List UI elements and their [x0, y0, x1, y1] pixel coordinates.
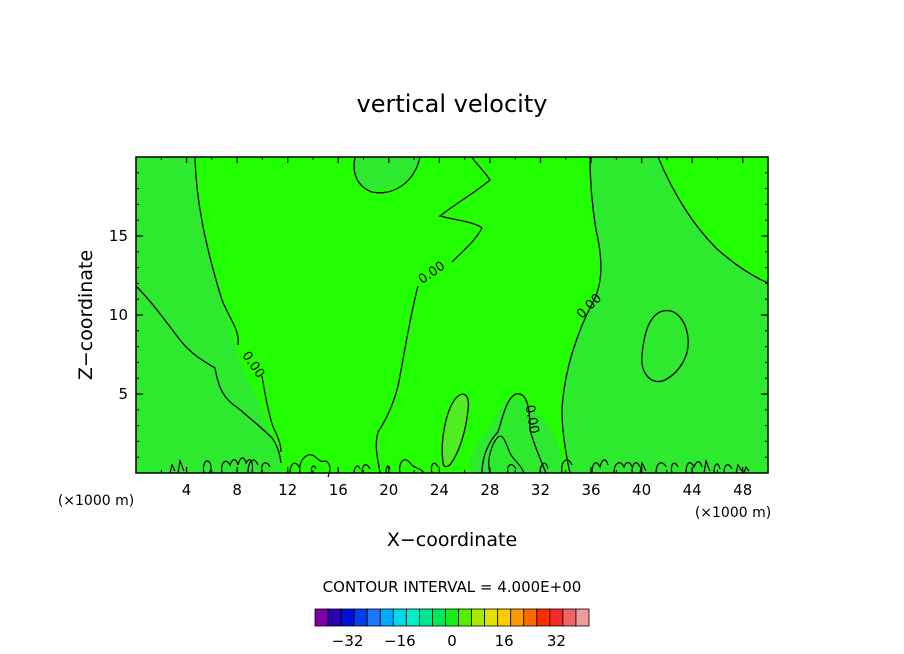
x-tick-label: 20	[379, 481, 398, 499]
negative-region-center	[353, 157, 420, 190]
colorbar-swatch	[484, 608, 499, 627]
x-tick-label: 36	[581, 481, 600, 499]
colorbar-tick-label: −16	[384, 632, 416, 650]
contour-left-edge	[135, 285, 282, 464]
x-tick-label: 40	[632, 481, 651, 499]
colorbar-swatch	[549, 608, 564, 627]
x-tick-label: 8	[232, 481, 242, 499]
colorbar-ticks: −32 −16 0 16 32	[332, 632, 566, 650]
colorbar-swatch	[471, 608, 486, 627]
contour-label-4: 0.00	[522, 404, 542, 435]
negative-region-left	[136, 157, 281, 473]
contour-mid-bottom	[481, 393, 547, 474]
y-tick-label: 10	[109, 306, 128, 324]
colorbar-tick-label: 32	[547, 632, 566, 650]
colorbar-swatch	[366, 608, 381, 627]
y-tick-label: 15	[109, 227, 128, 245]
colorbar-swatch	[379, 608, 394, 627]
contour-center-left	[375, 285, 419, 474]
contour-positive-core	[441, 393, 470, 468]
contour-right-blob	[641, 310, 689, 383]
y-axis-title: Z−coordinate	[75, 250, 97, 380]
contour-center-upper	[438, 156, 491, 263]
colorbar-swatch	[445, 608, 459, 627]
colorbar-swatch	[353, 608, 368, 627]
x-unit-label-right: (×1000 m)	[695, 505, 771, 521]
x-tick-label: 4	[182, 481, 192, 499]
colorbar-swatch	[510, 608, 525, 627]
x-tick-label: 24	[430, 481, 449, 499]
x-tick-label: 48	[733, 481, 752, 499]
x-tick-label: 16	[329, 481, 348, 499]
x-unit-label-left: (×1000 m)	[58, 493, 134, 509]
negative-region-blob	[641, 310, 689, 382]
colorbar-tick-label: 16	[495, 632, 514, 650]
colorbar-swatch	[562, 608, 577, 627]
negative-region-between	[470, 398, 566, 473]
x-tick-label: 28	[480, 481, 499, 499]
x-axis: 4 8 12 16 20 24 28 32 36 40 44 48	[160, 157, 752, 499]
colorbar-swatch	[418, 608, 433, 627]
colorbar-swatch	[497, 608, 512, 627]
contour-bottom-noise	[169, 435, 750, 478]
contour-top-center-loop	[353, 156, 421, 194]
contour-right-corner	[657, 156, 769, 284]
y-axis: 5 10 15	[109, 172, 768, 458]
colorbar-swatch	[405, 608, 420, 627]
contour-interval-text: CONTOUR INTERVAL = 4.000E+00	[323, 578, 582, 596]
colorbar-tick-label: 0	[447, 632, 457, 650]
colorbar-tick-label: −32	[332, 632, 364, 650]
x-tick-label: 12	[278, 481, 297, 499]
colorbar-swatch	[575, 608, 590, 627]
colorbar-swatch	[523, 608, 538, 627]
colorbar-swatch	[392, 608, 407, 627]
x-tick-label: 32	[531, 481, 550, 499]
contour-lines	[135, 156, 769, 478]
plot-area: 0.00 0.00 0.00 0.00	[135, 156, 769, 478]
x-axis-title: X−coordinate	[387, 529, 517, 551]
colorbar-swatch	[458, 608, 472, 627]
colorbar-swatch	[340, 608, 355, 627]
colorbar-swatch	[432, 608, 446, 627]
x-tick-label: 44	[683, 481, 702, 499]
chart-title: vertical velocity	[357, 90, 548, 118]
colorbar-swatch	[314, 608, 329, 627]
contour-center-right	[561, 156, 602, 474]
colorbar	[314, 608, 590, 627]
y-tick-label: 5	[118, 385, 128, 403]
colorbar-swatch	[327, 608, 342, 627]
colorbar-swatch	[536, 608, 551, 627]
contour-left-main	[194, 156, 282, 453]
